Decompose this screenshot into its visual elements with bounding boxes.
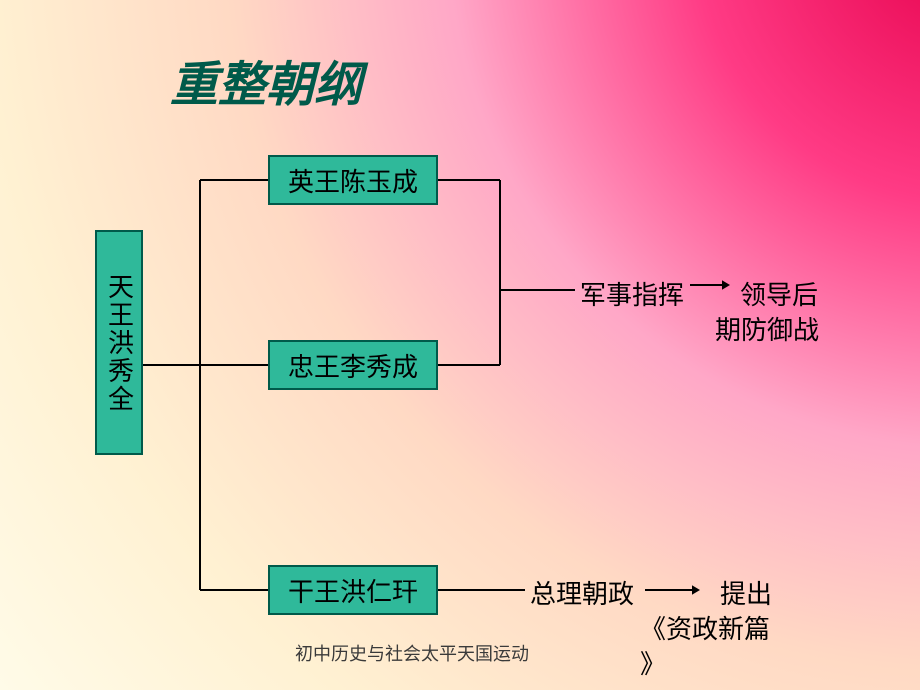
node-gan-wang: 干王洪仁玕 xyxy=(268,565,438,615)
footer-caption: 初中历史与社会太平天国运动 xyxy=(295,640,529,666)
arrow-policy xyxy=(643,580,710,600)
node-n2-label: 忠王李秀成 xyxy=(288,347,418,384)
label-propose-l2: 《资政新篇 xyxy=(640,609,770,646)
arrow-military xyxy=(688,275,740,295)
node-root-label: 天王洪秀全 xyxy=(101,273,138,413)
slide-title: 重整朝纲 xyxy=(170,45,362,115)
label-govern: 总理朝政 xyxy=(530,574,634,611)
label-military-command: 军事指挥 xyxy=(580,275,684,312)
slide-content: 重整朝纲 天王洪秀全 英王陈玉成 忠王李秀成 干王洪仁玕 军事指挥 领导后 期防… xyxy=(0,0,920,690)
label-lead-defense-l1: 领导后 xyxy=(740,275,818,312)
node-n3-label: 干王洪仁玕 xyxy=(288,572,418,609)
label-propose-l3: 》 xyxy=(640,644,666,681)
label-propose-l1: 提出 xyxy=(720,574,772,611)
node-n1-label: 英王陈玉成 xyxy=(288,162,418,199)
node-root: 天王洪秀全 xyxy=(95,230,143,455)
label-lead-defense-l2: 期防御战 xyxy=(715,310,819,347)
node-zhong-wang: 忠王李秀成 xyxy=(268,340,438,390)
node-ying-wang: 英王陈玉成 xyxy=(268,155,438,205)
